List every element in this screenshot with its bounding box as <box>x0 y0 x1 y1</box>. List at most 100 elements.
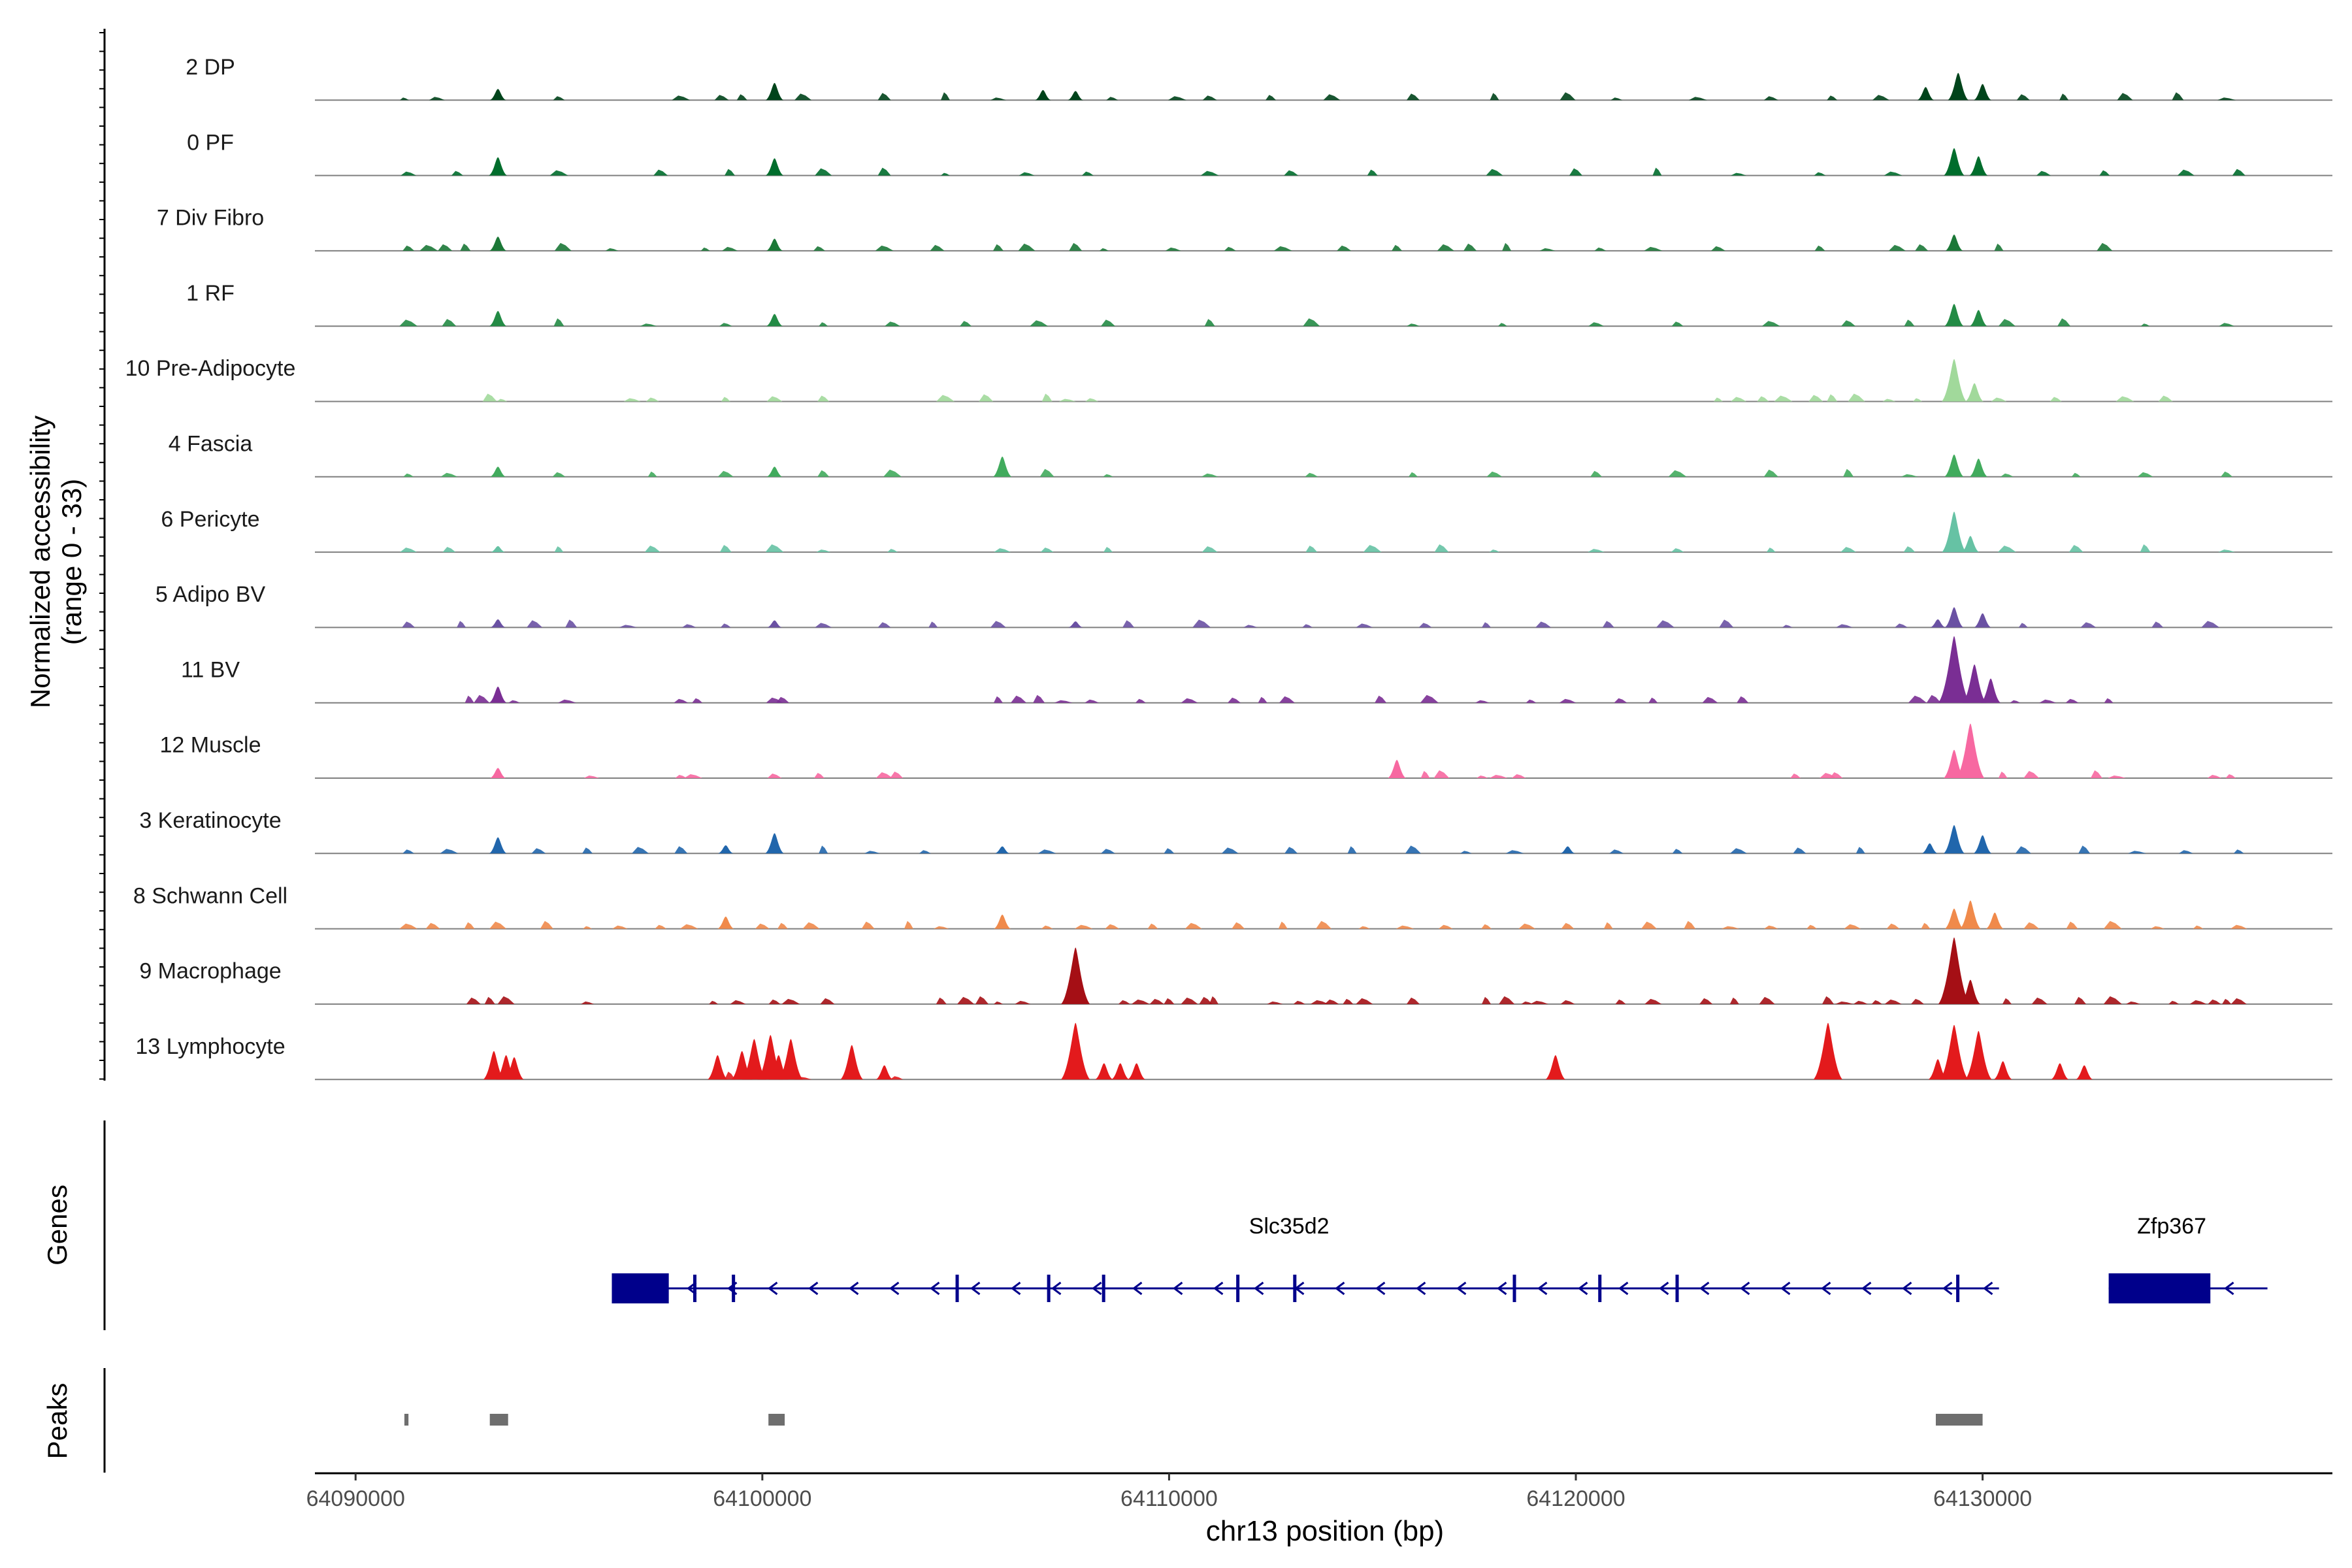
coverage-peak <box>1128 1063 1146 1080</box>
coverage-bump <box>1529 1000 1548 1004</box>
coverage-bump <box>904 921 913 929</box>
track-1: 0 PF <box>187 130 2332 176</box>
coverage-bump <box>1482 622 1492 628</box>
coverage-bump <box>2066 921 2078 929</box>
gene-exon <box>693 1275 696 1302</box>
coverage-bump <box>817 470 830 477</box>
coverage-bump <box>887 549 898 553</box>
coverage-bump <box>1806 924 1818 929</box>
coverage-bump <box>777 923 788 929</box>
coverage-peak <box>489 686 507 703</box>
coverage-peak <box>1944 607 1964 628</box>
coverage-bump <box>1759 996 1775 1004</box>
coverage-bump <box>1101 319 1116 327</box>
coverage-peak <box>489 466 506 477</box>
coverage-peak <box>1944 908 1964 929</box>
coverage-bump <box>1356 998 1373 1004</box>
coverage-bump <box>1433 770 1450 778</box>
coverage-bump <box>709 1000 719 1004</box>
coverage-bump <box>992 244 1004 251</box>
coverage-bump <box>605 248 619 251</box>
track-label: 4 Fascia <box>169 432 253 457</box>
coverage-bump <box>960 321 972 327</box>
coverage-peak <box>766 238 783 251</box>
coverage-bump <box>1652 167 1662 176</box>
coverage-peak <box>1959 900 1981 929</box>
coverage-bump <box>1518 923 1536 929</box>
coverage-bump <box>755 923 770 929</box>
coverage-bump <box>1994 243 2004 251</box>
coverage-bump <box>993 1001 1003 1004</box>
coverage-bump <box>1915 244 1929 251</box>
gene-exon <box>1102 1275 1105 1302</box>
coverage-bump <box>1074 924 1093 929</box>
coverage-bump <box>1560 92 1576 101</box>
coverage-peak <box>767 620 783 628</box>
coverage-bump <box>1841 320 1856 327</box>
coverage-bump <box>527 620 543 628</box>
coverage-bump <box>1358 926 1371 929</box>
strand-arrow <box>1658 1281 1669 1296</box>
coverage-bump <box>457 621 466 628</box>
coverage-bump <box>861 921 875 929</box>
coverage-peak <box>1974 613 1991 628</box>
coverage-bump <box>1904 319 1915 327</box>
coverage-bump <box>482 393 497 402</box>
coverage-bump <box>941 172 950 176</box>
coverage-bump <box>975 996 989 1004</box>
coverage-peak <box>483 1051 504 1080</box>
coverage-bump <box>1602 621 1614 628</box>
coverage-peak <box>1965 1031 1992 1080</box>
coverage-bump <box>2172 92 2184 101</box>
coverage-bump <box>1609 849 1624 854</box>
coverage-bump <box>813 246 825 251</box>
coverage-bump <box>2189 1000 2207 1004</box>
coverage-bump <box>692 698 703 703</box>
coverage-peak <box>765 833 784 854</box>
track-label: 1 RF <box>186 281 235 306</box>
coverage-bump <box>679 924 698 929</box>
coverage-bump <box>1895 623 1908 628</box>
coverage-bump <box>1192 619 1211 628</box>
coverage-peak <box>1961 536 1980 553</box>
track-6: 6 Pericyte <box>161 507 2332 553</box>
coverage-bump <box>2151 621 2164 628</box>
coverage-bump <box>1766 547 1776 553</box>
coverage-bump <box>2104 698 2114 703</box>
peaks-panel-label: Peaks <box>42 1383 73 1460</box>
coverage-bump <box>1396 925 1414 929</box>
coverage-bump <box>1284 170 1299 176</box>
coverage-bump <box>2208 999 2221 1004</box>
coverage-peak <box>1943 825 1965 854</box>
coverage-bump <box>1418 623 1432 628</box>
coverage-bump <box>794 93 812 101</box>
coverage-bump <box>2057 318 2071 327</box>
coverage-bump <box>776 696 789 703</box>
strand-arrow <box>1253 1281 1264 1296</box>
coverage-bump <box>2108 776 2127 778</box>
coverage-bump <box>1539 248 1556 251</box>
coverage-bump <box>816 549 831 553</box>
coverage-bump <box>1603 922 1613 929</box>
coverage-bump <box>2071 472 2081 477</box>
coverage-bump <box>1184 923 1202 929</box>
coverage-bump <box>565 619 578 628</box>
coverage-bump <box>552 472 566 477</box>
coverage-bump <box>1475 700 1490 703</box>
coverage-bump <box>814 773 825 778</box>
coverage-bump <box>885 321 901 327</box>
coverage-bump <box>1610 97 1623 101</box>
strand-arrow <box>1537 1281 1548 1296</box>
coverage-bump <box>1273 246 1292 251</box>
coverage-bump <box>1835 624 1853 628</box>
strand-arrow <box>1010 1281 1021 1296</box>
gene-name: Slc35d2 <box>1249 1214 1330 1239</box>
coverage-peak <box>766 314 783 327</box>
coverage-bump <box>1671 548 1684 553</box>
coverage-bump <box>2065 698 2079 703</box>
coverage-bump <box>1998 319 2016 327</box>
strand-arrow <box>1699 1281 1710 1296</box>
coverage-bump <box>1476 776 1488 778</box>
coverage-bump <box>399 97 409 101</box>
coverage-bump <box>2097 242 2113 251</box>
